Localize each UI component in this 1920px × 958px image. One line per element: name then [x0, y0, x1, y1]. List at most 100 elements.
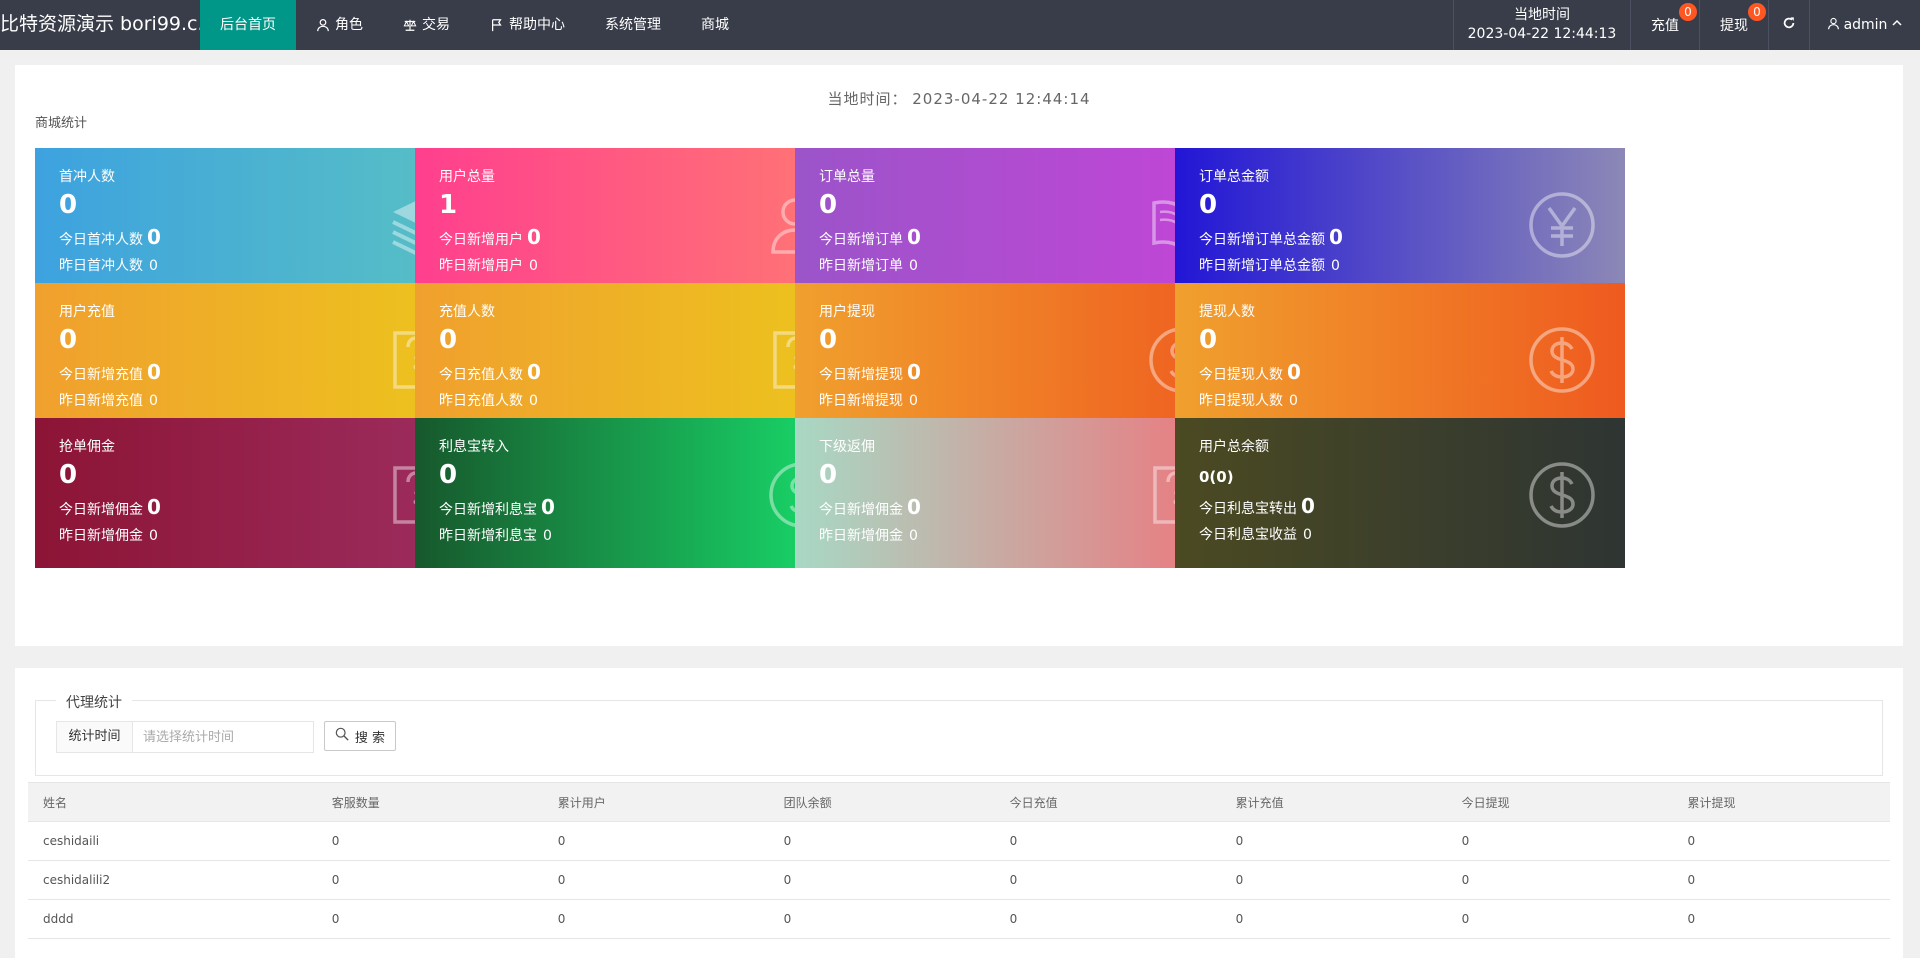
column-header[interactable]: 累计提现 [1672, 782, 1890, 822]
table-cell: 0 [1446, 821, 1673, 861]
card-title: 用户充值 [59, 304, 115, 320]
card-value: 0 [439, 460, 458, 490]
nav-item-5[interactable]: 商城 [681, 0, 749, 50]
card-title: 用户提现 [819, 304, 875, 320]
admin-label: admin [1843, 17, 1888, 33]
card-title: 订单总金额 [1199, 169, 1269, 185]
card-today-label: 今日新增充值 [59, 367, 143, 383]
table-cell: 0 [768, 821, 995, 861]
column-header[interactable]: 今日充值 [994, 782, 1221, 822]
stat-time-input[interactable] [133, 722, 313, 752]
column-header[interactable]: 姓名 [28, 782, 317, 822]
card-title: 充值人数 [439, 304, 495, 320]
table-cell: 0 [1672, 899, 1890, 939]
card-today: 今日新增充值 0 [59, 361, 461, 386]
admin-menu[interactable]: admin [1809, 0, 1920, 50]
card-yesterday-label: 昨日首冲人数 [59, 258, 143, 274]
table-cell: 0 [542, 821, 769, 861]
table-cell: 0 [768, 899, 995, 939]
column-header[interactable]: 累计用户 [542, 782, 769, 822]
agent-legend: 代理统计 [56, 692, 132, 712]
table-cell: 0 [994, 821, 1221, 861]
card-value: 0 [819, 190, 838, 220]
scale-icon [403, 18, 417, 32]
card-yesterday-value: 0 [909, 528, 918, 544]
card-yesterday: 昨日新增提现 0 [819, 392, 1221, 410]
nav-item-label: 帮助中心 [509, 17, 565, 33]
table-row[interactable]: ceshidalili2 0 0 0 0 0 0 0 [28, 860, 1890, 900]
stat-time-field: 统计时间 [56, 721, 314, 753]
table-cell: 0 [1446, 860, 1673, 900]
card-yesterday-value: 0 [909, 258, 918, 274]
card-today: 今日新增利息宝 0 [439, 496, 841, 521]
table-cell: 0 [1672, 860, 1890, 900]
card-yesterday-label: 今日利息宝收益 [1199, 527, 1297, 543]
stat-card: 充值人数 0 今日充值人数 0 昨日充值人数 0 [415, 283, 865, 433]
table-cell: 0 [316, 899, 543, 939]
card-today-label: 今日新增利息宝 [439, 502, 537, 518]
card-today-label: 今日新增订单总金额 [1199, 232, 1325, 248]
card-today-label: 今日新增佣金 [819, 502, 903, 518]
nav-item-4[interactable]: 系统管理 [585, 0, 681, 50]
card-title: 下级返佣 [819, 439, 875, 455]
card-today-value: 0 [147, 495, 161, 519]
withdraw-badge: 0 [1748, 3, 1766, 21]
card-today: 今日新增提现 0 [819, 361, 1221, 386]
card-yesterday-label: 昨日新增订单 [819, 258, 903, 274]
header-time: 当地时间 2023-04-22 12:44:13 [1453, 0, 1630, 50]
nav-item-0[interactable]: 后台首页 [200, 0, 296, 50]
card-yesterday: 昨日新增佣金 0 [819, 527, 1221, 545]
card-value: 0 [1199, 325, 1218, 355]
nav-item-label: 系统管理 [605, 17, 661, 33]
user-icon [1827, 17, 1840, 34]
card-yesterday-value: 0 [149, 258, 158, 274]
card-yesterday-label: 昨日新增充值 [59, 393, 143, 409]
column-header[interactable]: 客服数量 [316, 782, 543, 822]
table-row[interactable]: dddd 0 0 0 0 0 0 0 [28, 899, 1890, 939]
card-value: 0 [1199, 190, 1218, 220]
card-value: 0 [59, 460, 78, 490]
recharge-button[interactable]: 充值 0 [1630, 0, 1699, 50]
stat-card: 用户提现 0 今日新增提现 0 昨日新增提现 0 [795, 283, 1245, 433]
column-header[interactable]: 团队余额 [768, 782, 995, 822]
withdraw-label: 提现 [1720, 18, 1748, 34]
nav-item-1[interactable]: 角色 [296, 0, 383, 50]
card-yesterday-label: 昨日新增佣金 [819, 528, 903, 544]
card-today-value: 0 [147, 360, 161, 384]
table-cell: 0 [1220, 860, 1447, 900]
stat-card: 订单总金额 0 今日新增订单总金额 0 昨日新增订单总金额 0 [1175, 148, 1625, 298]
card-today: 今日首冲人数 0 [59, 226, 461, 251]
table-cell: 0 [542, 899, 769, 939]
card-yesterday-value: 0 [1331, 258, 1340, 274]
refresh-button[interactable] [1768, 0, 1809, 50]
withdraw-button[interactable]: 提现 0 [1699, 0, 1768, 50]
main-nav: 后台首页 角色 交易 帮助中心 系统管理 商城 [200, 0, 749, 50]
agent-stats-panel: 代理统计 统计时间 搜 索 姓名客服数量累计用户团队余额今日充值累计充值今日提现… [15, 668, 1903, 958]
table-row[interactable]: ceshidaili 0 0 0 0 0 0 0 [28, 821, 1890, 861]
nav-item-3[interactable]: 帮助中心 [470, 0, 585, 50]
column-header[interactable]: 累计充值 [1220, 782, 1447, 822]
recharge-label: 充值 [1651, 18, 1679, 34]
table-cell: 0 [316, 860, 543, 900]
card-today-value: 0 [907, 360, 921, 384]
card-today-value: 0 [907, 495, 921, 519]
table-cell: 0 [316, 821, 543, 861]
table-cell: ceshidaili [28, 821, 317, 861]
nav-item-2[interactable]: 交易 [383, 0, 470, 50]
table-cell: 0 [994, 899, 1221, 939]
card-today-label: 今日利息宝转出 [1199, 501, 1297, 517]
card-yesterday: 昨日提现人数 0 [1199, 392, 1601, 410]
card-today: 今日利息宝转出 0 [1199, 495, 1601, 520]
stat-card: 订单总量 0 今日新增订单 0 昨日新增订单 0 [795, 148, 1245, 298]
card-yesterday-label: 昨日提现人数 [1199, 393, 1283, 409]
search-button[interactable]: 搜 索 [324, 721, 396, 751]
search-label: 搜 索 [354, 730, 386, 746]
user-icon [316, 18, 330, 32]
brand-title[interactable]: 比特资源演示 bori99.c... [0, 13, 200, 35]
card-title: 首冲人数 [59, 169, 115, 185]
column-header[interactable]: 今日提现 [1446, 782, 1673, 822]
card-yesterday-value: 0 [1289, 393, 1298, 409]
table-cell: 0 [1220, 821, 1447, 861]
header-right: 当地时间 2023-04-22 12:44:13 充值 0 提现 0 admin [1453, 0, 1920, 50]
yen-icon [1527, 190, 1597, 260]
